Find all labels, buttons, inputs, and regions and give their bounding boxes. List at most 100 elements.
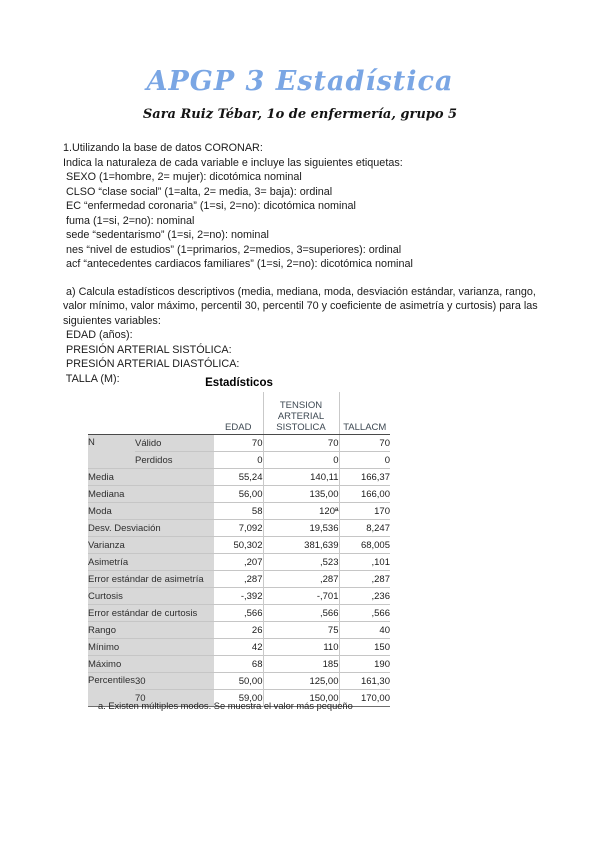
section-a-text-line: a) Calcula estadísticos descriptivos (me… (63, 285, 536, 298)
cell-value: 170 (338, 502, 390, 520)
table-header-row: EDAD TENSION ARTERIAL SISTOLICA TALLACM (88, 392, 390, 435)
cell-value: 0 (338, 451, 390, 469)
cell-value: ,101 (338, 553, 390, 571)
cell-value: ,287 (214, 570, 263, 588)
cell-value: 161,30 (338, 672, 390, 690)
row-label: Error estándar de asimetría (88, 570, 214, 588)
cell-value: 70 (262, 434, 339, 452)
row-label: Curtosis (88, 587, 214, 605)
cell-value: 50,302 (214, 536, 263, 554)
column-header: EDAD (214, 392, 263, 435)
table-row: Desv. Desviación 7,092 19,536 8,247 (88, 519, 390, 537)
table-row: Moda 58 120ª 170 (88, 502, 390, 520)
intro-text-line: CLSO “clase social” (1=alta, 2= media, 3… (63, 185, 333, 198)
cell-value: 68,005 (338, 536, 390, 554)
cell-value: 42 (214, 638, 263, 656)
cell-value: 7,092 (214, 519, 263, 537)
body-text: 1.Utilizando la base de datos CORONAR: In… (63, 141, 563, 386)
table-row: Media 55,24 140,11 166,37 (88, 468, 390, 486)
table-row: Varianza 50,302 381,639 68,005 (88, 536, 390, 554)
cell-value: 190 (338, 655, 390, 673)
row-label: Rango (88, 621, 214, 639)
table-row: Rango 26 75 40 (88, 621, 390, 639)
table-row: N Válido 70 70 70 (88, 434, 390, 469)
cell-value: -,392 (214, 587, 263, 605)
intro-text-line: fuma (1=si, 2=no): nominal (63, 214, 195, 227)
table-row: 70 59,00 150,00 170,00 (88, 689, 390, 707)
section-a-text-line: PRESIÓN ARTERIAL DIASTÓLICA: (63, 358, 240, 370)
doc-subtitle: Sara Ruiz Tébar, 1o de enfermería, grupo… (142, 107, 458, 122)
cell-value: ,236 (338, 587, 390, 605)
cell-value: ,287 (262, 570, 339, 588)
row-label: Moda (88, 502, 214, 520)
cell-value: 0 (214, 451, 263, 469)
intro-text-line: 1.Utilizando la base de datos CORONAR: (63, 142, 263, 154)
cell-value: 166,37 (338, 468, 390, 486)
cell-value: 8,247 (338, 519, 390, 537)
column-header: TALLACM (338, 392, 390, 435)
table-corner-cell (88, 392, 214, 435)
cell-value: 0 (262, 451, 339, 469)
cell-value: ,566 (262, 604, 339, 622)
statistics-table-block: Estadísticos EDAD TENSION ARTERIAL SISTOL… (88, 377, 390, 707)
table-footnote: a. Existen múltiples modos. Se muestra e… (98, 701, 353, 711)
row-sublabel: 70 (135, 689, 214, 707)
cell-value: 70 (214, 434, 263, 452)
cell-value: 125,00 (262, 672, 339, 690)
row-label: Máximo (88, 655, 214, 673)
cell-value: 170,00 (338, 689, 390, 707)
intro-text-line: Indica la naturaleza de cada variable e … (63, 156, 403, 169)
cell-value: 40 (338, 621, 390, 639)
cell-value: 50,00 (214, 672, 263, 690)
row-label: Desv. Desviación (88, 519, 214, 537)
table-row: Mediana 56,00 135,00 166,00 (88, 485, 390, 503)
table-row: Mínimo 42 110 150 (88, 638, 390, 656)
cell-value: ,287 (338, 570, 390, 588)
row-label: N (88, 434, 135, 469)
section-a-text-line: valor mínimo, valor máximo, percentil 30… (63, 300, 538, 312)
row-sublabel: Perdidos (135, 451, 214, 469)
cell-value: ,566 (338, 604, 390, 622)
cell-value: 150,00 (262, 689, 339, 707)
cell-value: 110 (262, 638, 339, 656)
intro-text-line: acf “antecedentes cardiacos familiares” … (63, 258, 413, 270)
cell-value: 150 (338, 638, 390, 656)
table-title: Estadísticos (205, 377, 273, 389)
column-header: TENSION ARTERIAL SISTOLICA (262, 392, 339, 435)
intro-section: 1.Utilizando la base de datos CORONAR: In… (63, 141, 563, 272)
cell-value: 75 (262, 621, 339, 639)
cell-value: 70 (338, 434, 390, 452)
row-label: Media (88, 468, 214, 486)
table-row: Asimetría ,207,523,101 (88, 553, 390, 571)
cell-value: 19,536 (262, 519, 339, 537)
cell-value: 68 (214, 655, 263, 673)
cell-value: -,701 (262, 587, 339, 605)
row-label: Asimetría (88, 553, 214, 571)
intro-text-line: sede “sedentarismo” (1=si, 2=no): nomina… (63, 229, 269, 241)
section-a-text-line: TALLA (M): (63, 372, 120, 385)
cell-value: 58 (214, 502, 263, 520)
row-sublabel: 30 (135, 672, 214, 690)
cell-value: 135,00 (262, 485, 339, 503)
cell-value: ,207 (214, 553, 263, 571)
section-a-text-line: siguientes variables: (63, 314, 161, 327)
cell-value: 140,11 (262, 468, 339, 486)
row-label: Varianza (88, 536, 214, 554)
cell-value: 59,00 (214, 689, 263, 707)
cell-value: 381,639 (262, 536, 339, 554)
doc-title: APGP 3 Estadística (146, 66, 454, 97)
cell-value: ,523 (262, 553, 339, 571)
table-row: Perdidos 0 0 0 (88, 451, 390, 469)
row-sublabel: Válido (135, 434, 214, 452)
intro-text-line: EC “enfermedad coronaria” (1=si, 2=no): … (63, 200, 356, 212)
cell-value: 120ª (262, 502, 339, 520)
table-row: Curtosis -,392 -,701,236 (88, 587, 390, 605)
table-row: Error estándar de curtosis ,566,566,566 (88, 604, 390, 622)
cell-value: 56,00 (214, 485, 263, 503)
section-a: a) Calcula estadísticos descriptivos (me… (63, 285, 563, 387)
intro-text-line: nes “nivel de estudios” (1=primarios, 2=… (63, 243, 402, 256)
table-row: Percentiles 30 50,00 125,00 161,30 (88, 672, 390, 707)
table-row: Error estándar de asimetría ,287,287,287 (88, 570, 390, 588)
